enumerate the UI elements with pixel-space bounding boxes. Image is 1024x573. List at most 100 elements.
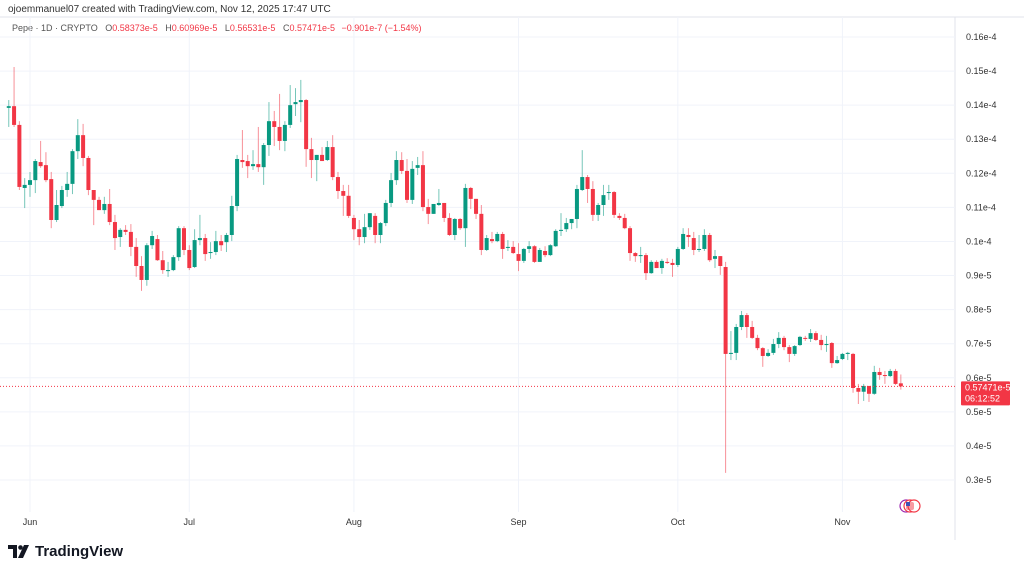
candle: [452, 217, 457, 241]
candle-body: [755, 337, 760, 349]
candle-body: [54, 204, 59, 220]
candle-body: [585, 177, 590, 189]
candle-body: [192, 240, 197, 268]
candle: [537, 247, 542, 262]
candle-body: [150, 236, 155, 246]
candle-body: [394, 160, 399, 181]
candle-body: [335, 177, 340, 192]
candle: [139, 256, 144, 291]
y-tick-label: 0.9e-5: [966, 271, 992, 281]
candle-body: [219, 241, 224, 246]
candle-body: [65, 183, 70, 191]
candle-body: [702, 234, 707, 249]
candle: [723, 261, 728, 473]
candle-body: [851, 353, 856, 388]
candles: [6, 66, 903, 473]
candle: [532, 245, 537, 263]
candle: [17, 121, 22, 191]
candle-body: [553, 230, 558, 247]
candle-body: [617, 215, 622, 218]
candle-body: [304, 100, 309, 150]
candle-body: [734, 326, 739, 353]
chart-credit: ojoemmanuel07 created with TradingView.c…: [8, 4, 331, 15]
candle-body: [505, 246, 510, 248]
candle-body: [38, 162, 43, 167]
candle: [819, 334, 824, 351]
candle-body: [293, 102, 298, 105]
candle-body: [750, 326, 755, 338]
candle-body: [866, 385, 871, 394]
last-price-text: 0.57471e-5: [965, 382, 1011, 392]
candle: [606, 184, 611, 200]
candle: [277, 93, 282, 151]
candle: [341, 184, 346, 216]
last-price-tag: 0.57471e-5 06:12:52: [961, 381, 1011, 406]
candle-body: [495, 233, 500, 242]
candle: [447, 213, 452, 237]
candle-body: [123, 229, 128, 232]
y-tick-label: 0.7e-5: [966, 339, 992, 349]
candle: [54, 190, 59, 223]
symbol-info[interactable]: Pepe · 1D · CRYPTO: [12, 23, 98, 33]
candle: [378, 222, 383, 244]
candle-body: [314, 154, 319, 161]
candle: [681, 228, 686, 250]
candle-body: [171, 257, 176, 271]
candle-body: [856, 387, 861, 392]
candle: [776, 332, 781, 349]
candle: [654, 260, 659, 269]
candlestick-chart[interactable]: 0.16e-4 0.15e-4 0.14e-4 0.13e-4 0.12e-4 0.11e…: [0, 0, 1024, 540]
candle-body: [447, 217, 452, 235]
candle: [792, 345, 797, 356]
candle: [282, 121, 287, 152]
candle: [357, 219, 362, 246]
y-tick-label: 0.12e-4: [966, 168, 997, 178]
high-value: 0.60969e-5: [171, 23, 218, 33]
candle: [266, 102, 271, 156]
candle: [235, 154, 240, 212]
candle: [585, 175, 590, 203]
candle: [755, 334, 760, 351]
candle: [649, 260, 654, 274]
candle-body: [681, 233, 686, 249]
candle-body: [256, 164, 261, 168]
candle: [548, 244, 553, 257]
price-axis[interactable]: 0.16e-4 0.15e-4 0.14e-4 0.13e-4 0.12e-4 0.11e…: [966, 32, 997, 485]
candle: [489, 231, 494, 244]
candle-body: [612, 192, 617, 215]
logo-text: TradingView: [35, 543, 124, 560]
candle-body: [559, 229, 563, 231]
candle: [91, 190, 96, 226]
candle: [574, 184, 579, 229]
candle: [898, 374, 903, 390]
candle-body: [181, 228, 186, 250]
candle-body: [309, 149, 314, 161]
candle: [155, 234, 160, 261]
candle: [734, 323, 739, 361]
candle-body: [723, 267, 728, 354]
time-axis[interactable]: Jun Jul Aug Sep Oct Nov: [23, 517, 851, 527]
candle-body: [203, 238, 208, 255]
candle: [224, 232, 229, 253]
candle: [320, 147, 325, 162]
candle-body: [548, 245, 553, 256]
events-flag-icon[interactable]: [899, 499, 921, 513]
candle: [596, 202, 601, 222]
candle: [845, 351, 850, 361]
tradingview-logo[interactable]: TradingView: [8, 543, 123, 560]
candle-body: [144, 245, 149, 280]
candle-body: [675, 248, 680, 265]
low-value: 0.56531e-5: [229, 23, 276, 33]
candle: [335, 171, 340, 199]
candle: [617, 213, 622, 220]
candle: [643, 253, 648, 280]
candle: [659, 258, 664, 274]
candle: [521, 247, 526, 263]
candle: [81, 123, 86, 167]
candle: [601, 184, 606, 216]
candle-body: [229, 206, 234, 235]
candle-body: [176, 228, 181, 258]
candle: [389, 172, 394, 208]
candle-body: [166, 270, 171, 272]
candle: [70, 149, 75, 195]
